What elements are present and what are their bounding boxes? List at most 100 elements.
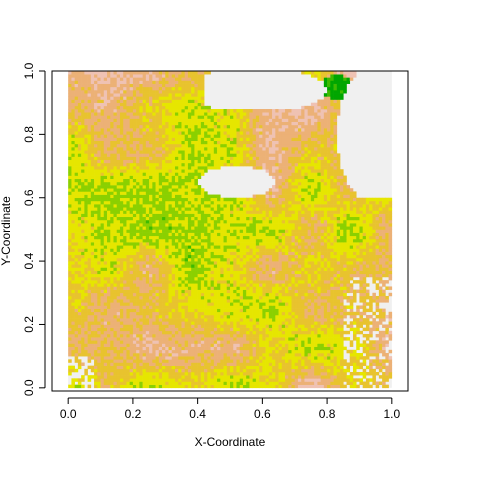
heatmap-cell (84, 311, 88, 316)
heatmap-cell (388, 314, 393, 319)
heatmap-cell (297, 251, 302, 256)
heatmap-cell (268, 238, 273, 243)
heatmap-cell (139, 248, 143, 252)
heatmap-cell (77, 238, 82, 243)
heatmap-cell (317, 375, 321, 379)
heatmap-cell (74, 276, 79, 281)
heatmap-cell (378, 333, 383, 338)
heatmap-cell (90, 232, 95, 237)
heatmap-cell (388, 251, 393, 256)
heatmap-cell (288, 343, 292, 347)
heatmap-cell (297, 356, 302, 360)
heatmap-cell (236, 378, 241, 382)
heatmap-cell (327, 365, 331, 370)
heatmap-cell (294, 254, 299, 259)
heatmap-cell (343, 368, 347, 373)
heatmap-cell (181, 330, 185, 335)
heatmap-cell (94, 251, 98, 256)
heatmap-cell (194, 235, 198, 240)
heatmap-cell (291, 223, 296, 227)
heatmap-cell (71, 327, 75, 332)
heatmap-cell (149, 384, 153, 389)
heatmap-cell (223, 280, 228, 284)
heatmap-cell (291, 384, 296, 389)
heatmap-cell (301, 327, 305, 332)
heatmap-cell (155, 375, 160, 379)
heatmap-cell (233, 368, 237, 373)
heatmap-cell (110, 375, 114, 379)
heatmap-cell (145, 362, 150, 366)
heatmap-cell (142, 238, 147, 243)
heatmap-cell (388, 337, 393, 341)
heatmap-cell (197, 223, 202, 227)
heatmap-cell (239, 229, 244, 233)
heatmap-cell (255, 305, 260, 309)
heatmap-cell (119, 333, 124, 338)
heatmap-cell (262, 276, 266, 281)
heatmap-cell (362, 292, 367, 297)
heatmap-cell (242, 254, 247, 259)
heatmap-cell (230, 235, 234, 240)
heatmap-cell (74, 219, 79, 224)
heatmap-cell (116, 321, 121, 325)
heatmap-cell (333, 311, 338, 316)
heatmap-cell (94, 235, 98, 240)
heatmap-cell (116, 356, 121, 360)
heatmap-cell (178, 359, 182, 363)
heatmap-cell (142, 223, 147, 227)
heatmap-cell (352, 368, 357, 373)
heatmap-cell (110, 264, 114, 268)
heatmap-cell (149, 340, 153, 344)
heatmap-cell (171, 270, 176, 275)
heatmap-cell (165, 283, 169, 287)
heatmap-cell (207, 359, 211, 363)
heatmap-cell (239, 295, 244, 300)
heatmap-cell (103, 362, 108, 366)
heatmap-cell (71, 251, 75, 256)
heatmap-cell (336, 248, 341, 252)
heatmap-cell (71, 311, 75, 316)
heatmap-cell (230, 229, 234, 233)
heatmap-cell (304, 327, 308, 332)
heatmap-cell (204, 226, 208, 230)
heatmap-cell (178, 270, 182, 275)
heatmap-cell (304, 352, 308, 357)
heatmap-cell (158, 381, 163, 385)
heatmap-cell (113, 330, 118, 335)
heatmap-cell (285, 311, 289, 316)
heatmap-cell (162, 238, 166, 243)
heatmap-cell (94, 289, 98, 294)
heatmap-cell (165, 330, 169, 335)
heatmap-cell (333, 267, 338, 271)
heatmap-cell (184, 378, 189, 382)
heatmap-cell (94, 359, 98, 363)
heatmap-cell (210, 238, 215, 243)
heatmap-cell (194, 356, 198, 360)
heatmap-cell (268, 267, 273, 271)
heatmap-cell (217, 276, 221, 281)
heatmap-cell (168, 270, 173, 275)
heatmap-cell (304, 365, 308, 370)
heatmap-cell (226, 337, 231, 341)
heatmap-cell (168, 343, 173, 347)
heatmap-cell (362, 276, 367, 281)
heatmap-cell (307, 257, 312, 262)
heatmap-cell (119, 314, 124, 319)
heatmap-cell (204, 276, 208, 281)
heatmap-cell (71, 352, 75, 357)
heatmap-cell (236, 308, 241, 313)
heatmap-cell (217, 356, 221, 360)
heatmap-cell (77, 365, 82, 370)
heatmap-cell (385, 254, 389, 259)
heatmap-cell (291, 242, 296, 246)
heatmap-cell (191, 229, 195, 233)
heatmap-cell (149, 359, 153, 363)
heatmap-cell (119, 375, 124, 379)
heatmap-cell (110, 314, 114, 319)
heatmap-cell (265, 226, 270, 230)
heatmap-cell (268, 280, 273, 284)
heatmap-cell (217, 378, 221, 382)
heatmap-cell (262, 359, 266, 363)
heatmap-cell (107, 340, 111, 344)
heatmap-cell (94, 219, 98, 224)
